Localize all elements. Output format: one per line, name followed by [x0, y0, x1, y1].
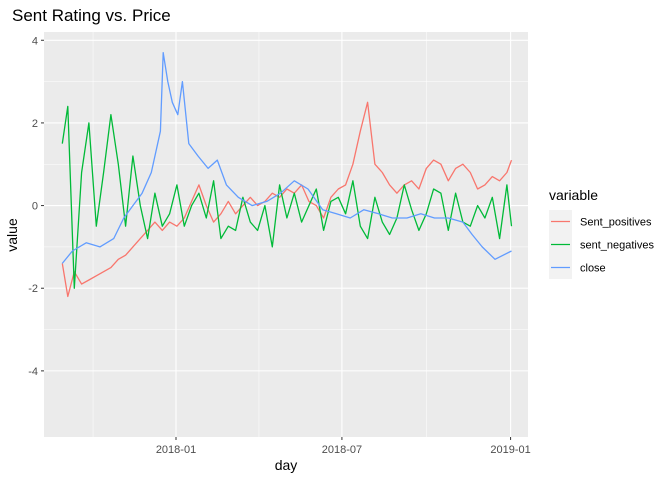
legend-label: sent_negatives	[580, 240, 654, 252]
x-axis-ticks: 2018-01 2018-07 2019-01	[156, 437, 531, 456]
y-tick-label: -4	[28, 366, 38, 378]
y-tick-label: -2	[28, 283, 38, 295]
legend: variable Sent_positives sent_negativesclo…	[549, 187, 654, 279]
grid-lines	[44, 32, 528, 437]
series-line-close	[61, 52, 512, 264]
series-line-sent-positives	[61, 101, 513, 298]
y-axis-title: value	[4, 218, 20, 252]
legend-label: close	[580, 263, 606, 275]
legend-title: variable	[549, 187, 598, 203]
series-line-sent-negatives	[61, 105, 513, 289]
y-axis-ticks: 4 2 0 -2 -4	[28, 35, 44, 378]
chart-title: Sent Rating vs. Price	[12, 6, 171, 25]
x-tick-label: 2018-01	[156, 444, 196, 456]
y-tick-label: 0	[32, 201, 38, 213]
y-tick-label: 4	[32, 35, 38, 47]
x-tick-label: 2018-07	[322, 444, 362, 456]
legend-label: Sent_positives	[580, 217, 652, 229]
series-lines	[61, 52, 513, 298]
y-tick-label: 2	[32, 118, 38, 130]
plot-panel	[44, 32, 528, 437]
x-tick-label: 2019-01	[490, 444, 530, 456]
x-axis-title: day	[275, 457, 298, 473]
